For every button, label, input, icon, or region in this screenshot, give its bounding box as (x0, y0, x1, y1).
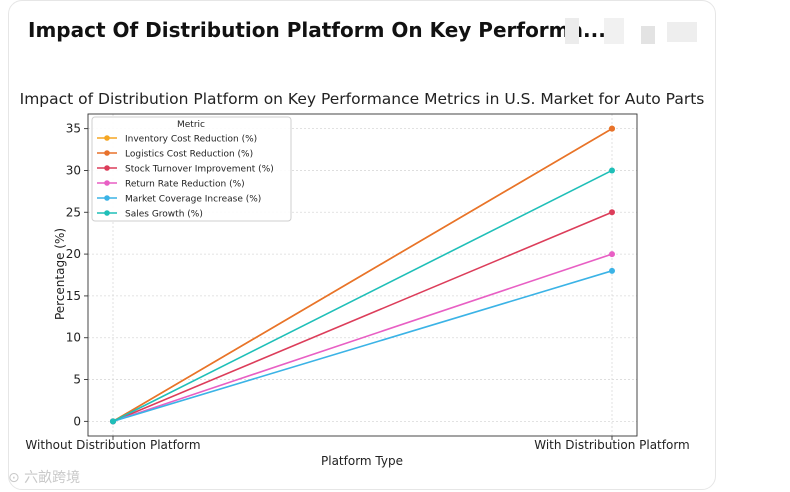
y-tick-label: 20 (66, 247, 81, 261)
chart-card (8, 0, 716, 490)
blurred-region (667, 22, 697, 42)
legend-swatch-marker (104, 180, 110, 186)
data-point (110, 418, 116, 425)
blurred-region (641, 26, 655, 44)
legend-swatch-marker (104, 135, 110, 141)
legend-swatch-marker (104, 195, 110, 201)
legend-swatch-marker (104, 165, 110, 171)
x-axis-label: Platform Type (321, 454, 403, 468)
y-tick-label: 5 (73, 373, 81, 387)
blurred-region (604, 18, 624, 44)
legend-label: Return Rate Reduction (%) (125, 180, 245, 190)
y-axis: 0 5 10 15 20 25 30 35 (66, 122, 88, 428)
y-tick-label: 15 (66, 289, 81, 303)
legend-label: Stock Turnover Improvement (%) (125, 165, 274, 175)
y-tick-label: 25 (66, 205, 81, 219)
data-point (609, 209, 615, 216)
legend: Metric Inventory Cost Reduction (%) Logis… (91, 116, 292, 222)
grid (88, 114, 637, 436)
series-line (112, 270, 613, 423)
blurred-region (565, 18, 579, 44)
series-line (112, 127, 613, 423)
series-line (112, 169, 613, 423)
legend-label: Logistics Cost Reduction (%) (125, 150, 253, 160)
data-point (609, 125, 615, 132)
series-line (112, 211, 613, 423)
plot-area-frame (87, 113, 638, 437)
y-axis-label: Percentage (%) (53, 228, 67, 320)
y-tick-label: 10 (66, 331, 81, 345)
legend-swatch-marker (104, 150, 110, 156)
series-group (110, 125, 615, 425)
y-tick-label: 35 (66, 122, 81, 136)
x-axis: Without Distribution Platform With Distri… (25, 436, 690, 452)
data-point (609, 251, 615, 258)
card-title: Impact Of Distribution Platform On Key P… (28, 18, 606, 42)
series-line (112, 253, 613, 423)
legend-title: Metric (177, 120, 205, 130)
y-tick-label: 0 (73, 414, 81, 428)
data-point (609, 267, 615, 274)
legend-label: Inventory Cost Reduction (%) (125, 135, 257, 145)
legend-box (91, 116, 292, 222)
x-tick-label: With Distribution Platform (534, 438, 690, 452)
x-tick-label: Without Distribution Platform (25, 438, 200, 452)
y-tick-label: 30 (66, 163, 81, 177)
legend-label: Market Coverage Increase (%) (125, 195, 261, 205)
chart-title: Impact of Distribution Platform on Key P… (20, 90, 705, 108)
data-point (609, 167, 615, 174)
watermark: ⊙ 六畝跨境 (8, 470, 81, 486)
legend-label: Sales Growth (%) (125, 210, 203, 220)
legend-swatch-marker (104, 210, 110, 216)
